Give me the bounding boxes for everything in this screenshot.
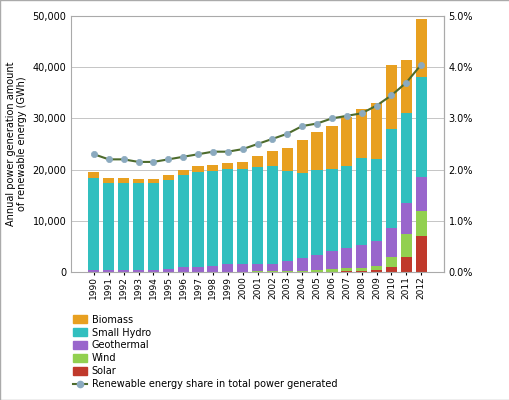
- Bar: [341, 166, 352, 248]
- Bar: [237, 264, 248, 272]
- Bar: [385, 257, 396, 267]
- Bar: [415, 78, 426, 177]
- Bar: [222, 264, 233, 272]
- Bar: [251, 166, 263, 264]
- Bar: [266, 264, 277, 271]
- Bar: [266, 151, 277, 166]
- Bar: [370, 266, 381, 270]
- Bar: [222, 163, 233, 169]
- Bar: [103, 178, 114, 184]
- Bar: [103, 270, 114, 272]
- Bar: [118, 184, 129, 270]
- Bar: [415, 18, 426, 78]
- Bar: [296, 173, 307, 258]
- Bar: [133, 270, 144, 272]
- Bar: [311, 170, 322, 254]
- Bar: [385, 228, 396, 257]
- Bar: [237, 162, 248, 169]
- Bar: [251, 156, 263, 166]
- Bar: [326, 251, 337, 269]
- Bar: [355, 109, 366, 158]
- Bar: [103, 184, 114, 270]
- Bar: [237, 169, 248, 264]
- Bar: [415, 210, 426, 236]
- Bar: [207, 266, 218, 272]
- Bar: [400, 203, 411, 234]
- Bar: [296, 270, 307, 272]
- Bar: [118, 270, 129, 272]
- Bar: [192, 267, 203, 272]
- Bar: [311, 254, 322, 270]
- Bar: [266, 271, 277, 272]
- Bar: [177, 267, 188, 272]
- Bar: [281, 271, 292, 272]
- Bar: [400, 60, 411, 113]
- Bar: [133, 184, 144, 270]
- Bar: [162, 180, 174, 270]
- Bar: [400, 234, 411, 257]
- Bar: [133, 179, 144, 184]
- Bar: [355, 245, 366, 268]
- Bar: [296, 140, 307, 173]
- Bar: [370, 159, 381, 241]
- Bar: [355, 158, 366, 245]
- Bar: [400, 113, 411, 203]
- Bar: [266, 166, 277, 264]
- Y-axis label: Annual power generation amount
of renewable energy (GWh): Annual power generation amount of renewa…: [6, 62, 27, 226]
- Bar: [385, 129, 396, 228]
- Bar: [207, 171, 218, 266]
- Bar: [281, 148, 292, 171]
- Bar: [162, 270, 174, 272]
- Bar: [370, 102, 381, 159]
- Bar: [281, 171, 292, 261]
- Bar: [341, 117, 352, 166]
- Bar: [88, 270, 99, 272]
- Bar: [177, 175, 188, 267]
- Bar: [326, 269, 337, 272]
- Bar: [296, 258, 307, 270]
- Bar: [326, 169, 337, 251]
- Bar: [400, 257, 411, 272]
- Bar: [385, 267, 396, 272]
- Bar: [177, 170, 188, 175]
- Bar: [415, 177, 426, 210]
- Bar: [385, 65, 396, 129]
- Bar: [355, 271, 366, 272]
- Bar: [192, 172, 203, 267]
- Bar: [207, 165, 218, 171]
- Bar: [222, 169, 233, 264]
- Bar: [370, 241, 381, 266]
- Bar: [148, 184, 159, 270]
- Bar: [415, 236, 426, 272]
- Bar: [192, 166, 203, 172]
- Bar: [118, 178, 129, 184]
- Bar: [251, 264, 263, 272]
- Bar: [281, 261, 292, 271]
- Legend: Biomass, Small Hydro, Geothermal, Wind, Solar, Renewable energy share in total p: Biomass, Small Hydro, Geothermal, Wind, …: [71, 313, 338, 391]
- Bar: [148, 179, 159, 184]
- Bar: [370, 270, 381, 272]
- Bar: [148, 270, 159, 272]
- Bar: [341, 268, 352, 272]
- Bar: [311, 270, 322, 272]
- Bar: [88, 172, 99, 178]
- Bar: [311, 132, 322, 170]
- Bar: [88, 178, 99, 270]
- Bar: [326, 126, 337, 169]
- Bar: [162, 175, 174, 180]
- Bar: [355, 268, 366, 271]
- Bar: [341, 248, 352, 268]
